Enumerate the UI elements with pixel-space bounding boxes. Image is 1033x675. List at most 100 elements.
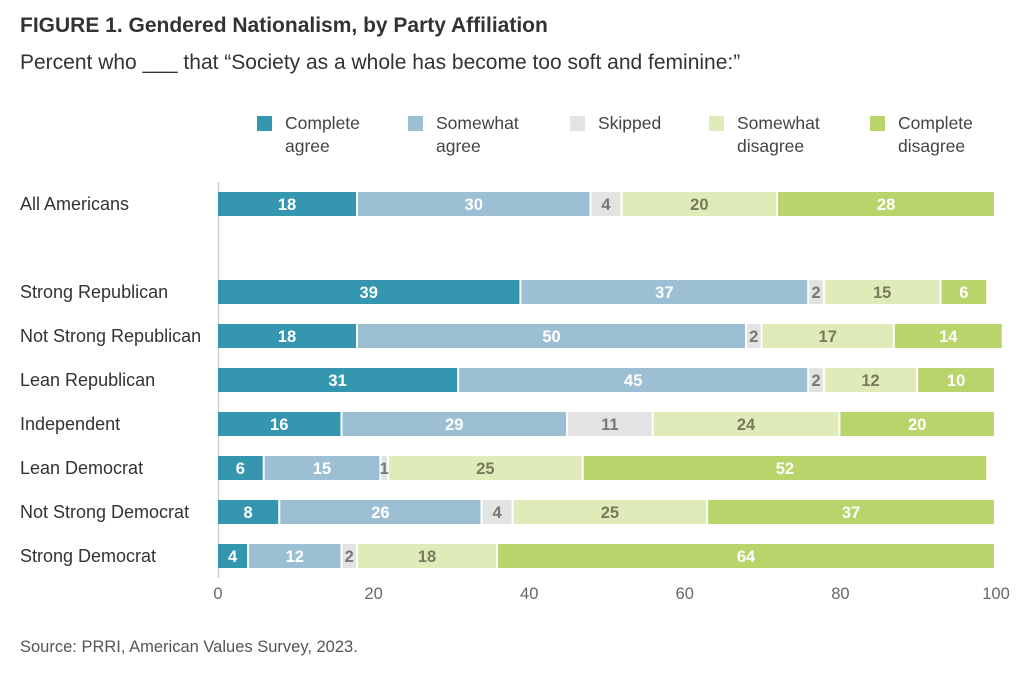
bar-lean-republican-complete-agree <box>218 368 458 392</box>
bar-lean-democrat-skipped <box>381 456 388 480</box>
legend-swatch <box>570 116 585 131</box>
legend-label: Skipped <box>598 112 708 135</box>
row-label-not-strong-republican: Not Strong Republican <box>20 326 201 346</box>
bar-independent-complete-agree-label: 16 <box>270 416 288 434</box>
row-label-independent: Independent <box>20 414 120 434</box>
bar-not-strong-democrat-somewhat-agree <box>280 500 481 524</box>
bar-lean-democrat-complete-agree-label: 6 <box>236 460 245 478</box>
bar-not-strong-democrat-somewhat-disagree <box>513 500 707 524</box>
bar-lean-democrat-skipped-label: 1 <box>380 460 389 478</box>
bar-strong-democrat-somewhat-disagree <box>358 544 497 568</box>
bar-lean-republican-complete-disagree-label: 10 <box>947 372 965 390</box>
bar-not-strong-republican-complete-disagree <box>894 324 1002 348</box>
x-tick-label: 0 <box>213 585 222 603</box>
bar-strong-republican-complete-agree <box>218 280 520 304</box>
bar-not-strong-democrat-skipped-label: 4 <box>492 504 502 522</box>
bar-strong-republican-somewhat-agree-label: 37 <box>655 284 673 302</box>
bar-lean-republican-somewhat-disagree-label: 12 <box>861 372 879 390</box>
bar-not-strong-democrat-complete-agree-label: 8 <box>244 504 253 522</box>
bar-strong-republican-somewhat-disagree <box>824 280 940 304</box>
bar-strong-democrat-somewhat-disagree-label: 18 <box>418 548 436 566</box>
legend-label-line: disagree <box>898 136 966 156</box>
x-tick-label: 100 <box>982 585 1010 603</box>
bar-strong-democrat-complete-disagree-label: 64 <box>737 548 756 566</box>
legend-label-line: Somewhat <box>436 113 519 133</box>
source-note: Source: PRRI, American Values Survey, 20… <box>20 638 358 656</box>
bar-lean-democrat-somewhat-disagree-label: 25 <box>476 460 494 478</box>
x-tick-label: 60 <box>676 585 694 603</box>
bar-not-strong-republican-somewhat-disagree <box>762 324 893 348</box>
bar-independent-somewhat-agree <box>342 412 567 436</box>
chart-subtitle: Percent who ___ that “Society as a whole… <box>20 51 741 74</box>
legend-label-line: Somewhat <box>737 113 820 133</box>
legend-label-line: Complete <box>285 113 360 133</box>
bar-all-americans-complete-agree <box>218 192 357 216</box>
bar-lean-democrat-complete-disagree-label: 52 <box>776 460 794 478</box>
legend-item-skipped: Skipped <box>570 112 708 135</box>
bar-not-strong-republican-somewhat-agree <box>358 324 746 348</box>
legend-item-somewhat-agree: Somewhat agree <box>408 112 546 158</box>
bar-not-strong-democrat-somewhat-disagree-label: 25 <box>601 504 619 522</box>
bar-independent-somewhat-disagree <box>653 412 839 436</box>
legend-label-line: disagree <box>737 136 805 156</box>
bar-not-strong-republican-skipped-label: 2 <box>749 328 758 346</box>
bar-strong-democrat-somewhat-agree <box>249 544 341 568</box>
bar-strong-republican-skipped-label: 2 <box>811 284 820 302</box>
row-label-all-americans: All Americans <box>20 194 129 214</box>
bar-lean-democrat-complete-disagree <box>583 456 987 480</box>
bar-strong-republican-complete-agree-label: 39 <box>360 284 378 302</box>
legend-swatch <box>408 116 423 131</box>
bar-not-strong-democrat-complete-agree <box>218 500 279 524</box>
bar-strong-democrat-complete-disagree <box>498 544 994 568</box>
x-tick-label: 80 <box>831 585 849 603</box>
bar-all-americans-skipped-label: 4 <box>601 196 611 214</box>
bar-all-americans-somewhat-disagree <box>622 192 777 216</box>
bar-all-americans-skipped <box>591 192 621 216</box>
legend-label-line: agree <box>285 136 330 156</box>
x-tick-label: 40 <box>520 585 538 603</box>
legend-label: Complete disagree <box>898 112 1008 158</box>
chart-title: FIGURE 1. Gendered Nationalism, by Party… <box>20 14 548 37</box>
bar-all-americans-complete-agree-label: 18 <box>278 196 296 214</box>
row-label-lean-democrat: Lean Democrat <box>20 458 143 478</box>
bar-independent-complete-disagree-label: 20 <box>908 416 926 434</box>
chart-legend: Complete agree Somewhat agree Skipped Somewha… <box>0 112 1033 162</box>
bar-strong-republican-somewhat-agree <box>521 280 808 304</box>
bar-independent-skipped <box>568 412 652 436</box>
bar-strong-republican-complete-disagree <box>941 280 987 304</box>
bar-independent-somewhat-disagree-label: 24 <box>737 416 756 434</box>
legend-item-complete-agree: Complete agree <box>257 112 395 158</box>
bar-lean-republican-skipped <box>809 368 823 392</box>
bar-not-strong-republican-complete-agree-label: 18 <box>278 328 296 346</box>
bar-lean-democrat-somewhat-agree-label: 15 <box>313 460 331 478</box>
legend-label: Complete agree <box>285 112 395 158</box>
bar-all-americans-somewhat-agree <box>358 192 590 216</box>
bar-lean-democrat-complete-agree <box>218 456 263 480</box>
row-label-not-strong-democrat: Not Strong Democrat <box>20 502 189 522</box>
bar-strong-democrat-somewhat-agree-label: 12 <box>286 548 304 566</box>
legend-swatch <box>257 116 272 131</box>
bar-lean-republican-complete-disagree <box>918 368 994 392</box>
row-label-strong-republican: Strong Republican <box>20 282 168 302</box>
legend-label-line: agree <box>436 136 481 156</box>
bar-independent-skipped-label: 11 <box>601 416 618 434</box>
bar-independent-complete-agree <box>218 412 341 436</box>
bar-lean-democrat-somewhat-disagree <box>389 456 582 480</box>
row-label-strong-democrat: Strong Democrat <box>20 546 156 566</box>
bar-all-americans-somewhat-agree-label: 30 <box>465 196 483 214</box>
bar-independent-complete-disagree <box>840 412 994 436</box>
bar-strong-democrat-complete-agree <box>218 544 248 568</box>
bar-lean-democrat-somewhat-agree <box>264 456 380 480</box>
bar-not-strong-republican-complete-disagree-label: 14 <box>939 328 958 346</box>
bar-lean-republican-complete-agree-label: 31 <box>328 372 346 390</box>
bar-lean-republican-somewhat-disagree <box>824 368 917 392</box>
legend-label: Somewhat agree <box>436 112 546 158</box>
bar-lean-republican-skipped-label: 2 <box>811 372 820 390</box>
bar-not-strong-democrat-somewhat-agree-label: 26 <box>371 504 389 522</box>
bar-all-americans-complete-disagree <box>778 192 994 216</box>
row-label-lean-republican: Lean Republican <box>20 370 155 390</box>
legend-label: Somewhat disagree <box>737 112 847 158</box>
legend-item-complete-disagree: Complete disagree <box>870 112 1008 158</box>
bar-strong-democrat-complete-agree-label: 4 <box>228 548 238 566</box>
legend-swatch <box>870 116 885 131</box>
